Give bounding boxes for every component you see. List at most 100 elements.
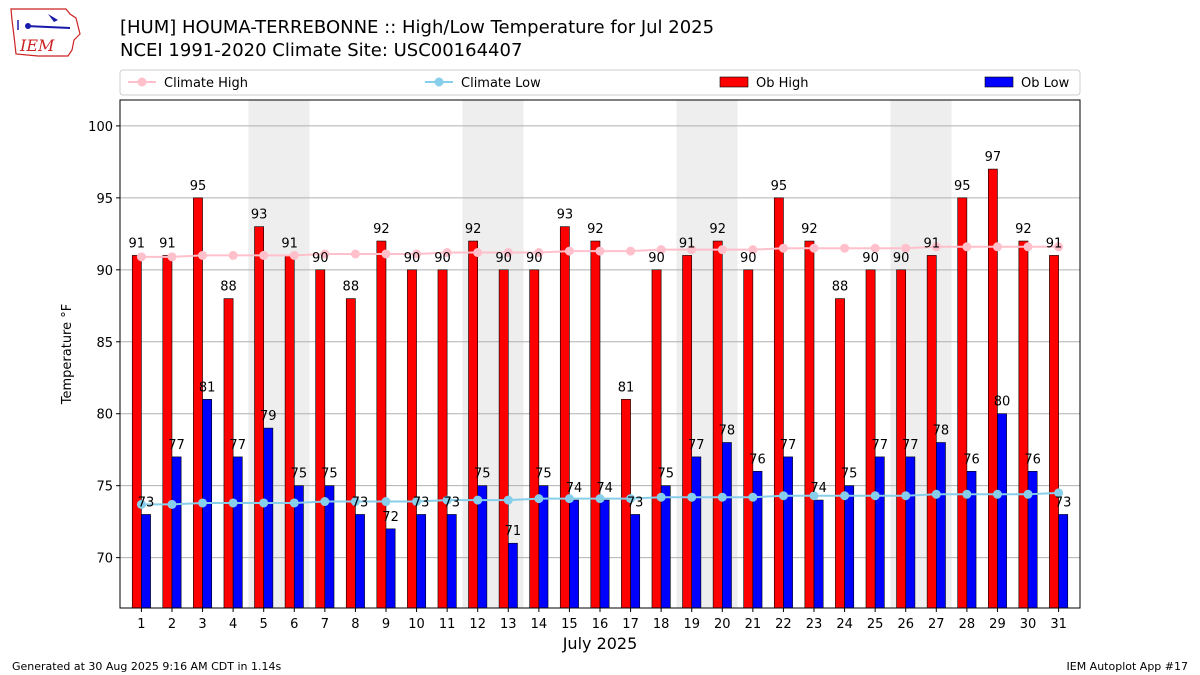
x-axis-label: July 2025	[562, 634, 638, 653]
climate-low-point-10	[412, 497, 422, 507]
x-tick-label-7: 7	[321, 617, 329, 632]
ob-low-label-20: 78	[719, 424, 736, 439]
ob-high-label-29: 97	[985, 150, 1002, 165]
x-tick-label-28: 28	[959, 617, 976, 632]
climate-low-point-2	[167, 499, 177, 509]
legend-climate-high-marker	[137, 77, 147, 87]
ob-low-label-16: 74	[596, 481, 613, 496]
climate-low-point-24	[840, 491, 850, 501]
ob-high-label-20: 92	[709, 222, 726, 237]
climate-low-point-17	[626, 494, 636, 504]
ob-low-label-27: 78	[933, 424, 950, 439]
ob-low-bar-16	[599, 499, 610, 609]
climate-low-point-8	[350, 497, 360, 507]
ob-high-label-2: 91	[159, 236, 176, 251]
climate-high-point-2	[167, 252, 177, 262]
ob-low-bar-24	[844, 485, 855, 609]
y-tick-label-70: 70	[96, 552, 113, 567]
climate-high-point-18	[656, 245, 666, 255]
x-tick-label-10: 10	[408, 617, 425, 632]
ob-low-label-22: 77	[780, 438, 797, 453]
climate-high-point-10	[412, 249, 422, 259]
climate-low-point-31	[1054, 488, 1064, 498]
x-tick-label-25: 25	[867, 617, 884, 632]
ob-low-label-1: 73	[138, 495, 155, 510]
y-tick-label-95: 95	[96, 192, 113, 207]
ob-low-label-31: 73	[1055, 495, 1072, 510]
ob-low-bar-10	[416, 514, 427, 609]
climate-high-point-4	[228, 250, 238, 260]
x-tick-label-29: 29	[989, 617, 1006, 632]
ob-high-label-9: 92	[373, 222, 390, 237]
ob-high-bar-1	[131, 255, 142, 609]
climate-low-point-22	[778, 491, 788, 501]
ob-high-label-19: 91	[679, 236, 696, 251]
climate-high-point-12	[473, 248, 483, 258]
ob-high-label-28: 95	[954, 179, 971, 194]
ob-low-bar-8	[355, 514, 365, 609]
ob-low-label-10: 73	[413, 495, 430, 510]
climate-high-point-1	[136, 252, 146, 262]
x-tick-label-23: 23	[806, 617, 823, 632]
ob-low-label-3: 81	[199, 380, 216, 395]
ob-high-label-8: 88	[343, 280, 360, 295]
ob-low-label-7: 75	[321, 467, 338, 482]
ob-high-label-18: 90	[648, 251, 665, 266]
ob-high-bar-16	[590, 240, 601, 609]
climate-low-point-15	[564, 494, 574, 504]
ob-low-label-21: 76	[749, 452, 766, 467]
ob-high-bar-30	[1018, 240, 1029, 609]
climate-high-point-16	[595, 246, 605, 256]
x-tick-label-5: 5	[260, 617, 268, 632]
climate-low-point-30	[1023, 489, 1033, 499]
ob-low-label-11: 73	[443, 495, 460, 510]
climate-low-point-19	[687, 492, 697, 502]
ob-high-bar-22	[773, 197, 784, 609]
ob-high-label-21: 90	[740, 251, 757, 266]
ob-high-label-7: 90	[312, 251, 329, 266]
climate-low-point-27	[931, 489, 941, 499]
climate-high-point-25	[870, 243, 880, 253]
chart-subtitle: NCEI 1991-2020 Climate Site: USC00164407	[120, 40, 523, 61]
climate-low-point-28	[962, 489, 972, 499]
ob-high-bar-13	[498, 269, 509, 609]
x-tick-label-2: 2	[168, 617, 176, 632]
ob-high-bar-10	[407, 269, 417, 609]
climate-low-point-21	[748, 492, 758, 502]
footer-generated: Generated at 30 Aug 2025 9:16 AM CDT in …	[12, 660, 282, 673]
ob-high-label-17: 81	[618, 380, 635, 395]
climate-high-point-8	[350, 249, 360, 259]
ob-low-label-2: 77	[168, 438, 185, 453]
ob-low-bar-2	[171, 456, 182, 609]
x-tick-label-16: 16	[592, 617, 609, 632]
ob-high-label-16: 92	[587, 222, 604, 237]
legend-climate-low-marker	[434, 77, 444, 87]
ob-high-label-5: 93	[251, 208, 268, 223]
ob-low-label-8: 73	[352, 495, 369, 510]
climate-low-point-18	[656, 492, 666, 502]
ob-high-label-15: 93	[557, 208, 574, 223]
x-tick-label-6: 6	[290, 617, 298, 632]
legend-ob-low-label: Ob Low	[1021, 76, 1070, 91]
climate-high-point-13	[503, 248, 513, 258]
x-tick-label-15: 15	[561, 617, 578, 632]
ob-low-label-28: 76	[963, 452, 980, 467]
x-tick-label-3: 3	[198, 617, 206, 632]
climate-high-point-11	[442, 248, 452, 258]
climate-low-point-3	[198, 498, 208, 508]
y-tick-label-75: 75	[96, 480, 113, 495]
climate-low-point-26	[901, 491, 911, 501]
ob-high-bar-11	[437, 269, 448, 609]
ob-low-label-5: 79	[260, 409, 277, 424]
legend-climate-high-label: Climate High	[164, 76, 248, 91]
climate-high-point-21	[748, 245, 758, 255]
ob-high-bar-19	[682, 255, 693, 609]
ob-high-bar-15	[559, 226, 570, 609]
ob-low-label-17: 73	[627, 495, 644, 510]
ob-low-bar-22	[783, 456, 793, 609]
ob-low-bar-5	[263, 427, 274, 609]
ob-low-bar-19	[691, 456, 702, 609]
ob-low-bar-15	[569, 499, 579, 609]
ob-low-label-24: 75	[841, 467, 858, 482]
